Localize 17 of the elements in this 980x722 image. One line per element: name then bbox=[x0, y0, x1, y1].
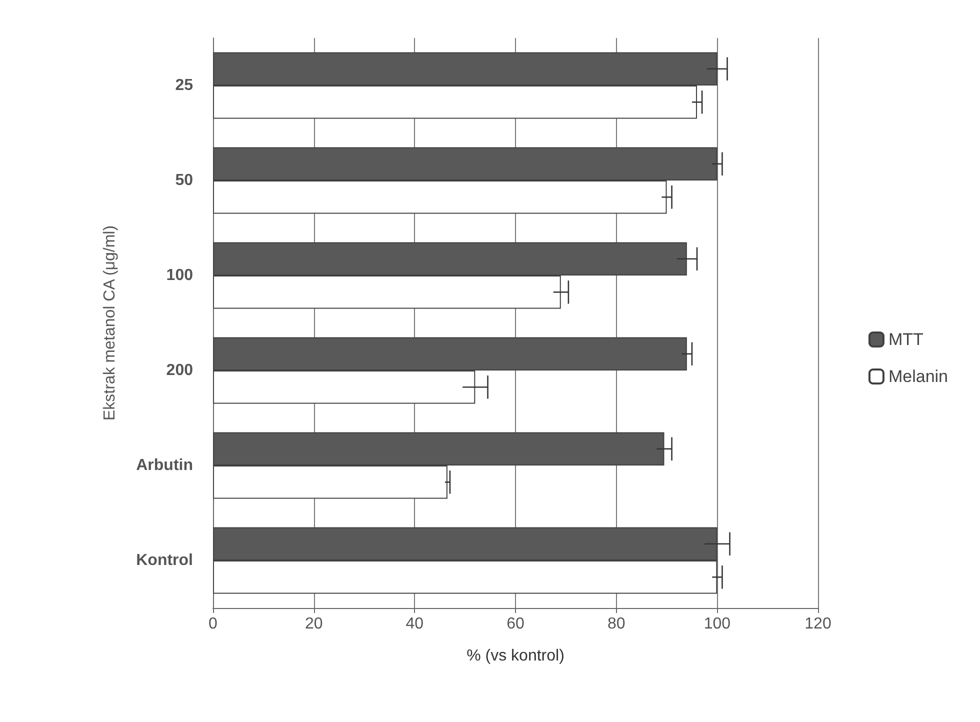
y-tick-label: 25 bbox=[175, 77, 194, 94]
y-tick-label: Kontrol bbox=[136, 552, 193, 569]
x-tick-label: 20 bbox=[304, 616, 323, 632]
x-tick-label: 0 bbox=[208, 616, 218, 632]
y-tick-label: Arbutin bbox=[136, 457, 193, 474]
y-tick-label: 50 bbox=[175, 172, 194, 189]
x-tick-label: 120 bbox=[804, 616, 832, 632]
y-tick-label: 100 bbox=[166, 267, 194, 284]
legend-label: Melanin bbox=[888, 367, 948, 386]
x-tick-label: 40 bbox=[406, 616, 424, 632]
y-axis-title: Ekstrak metanol CA (μg/ml) bbox=[102, 225, 118, 421]
x-tick-label: 100 bbox=[704, 616, 731, 632]
y-tick-label: 200 bbox=[166, 362, 194, 379]
legend-label: MTT bbox=[888, 330, 924, 349]
x-tick-label: 60 bbox=[506, 616, 524, 632]
x-tick-label: 80 bbox=[607, 616, 626, 632]
x-axis-title: % (vs kontrol) bbox=[466, 648, 564, 664]
